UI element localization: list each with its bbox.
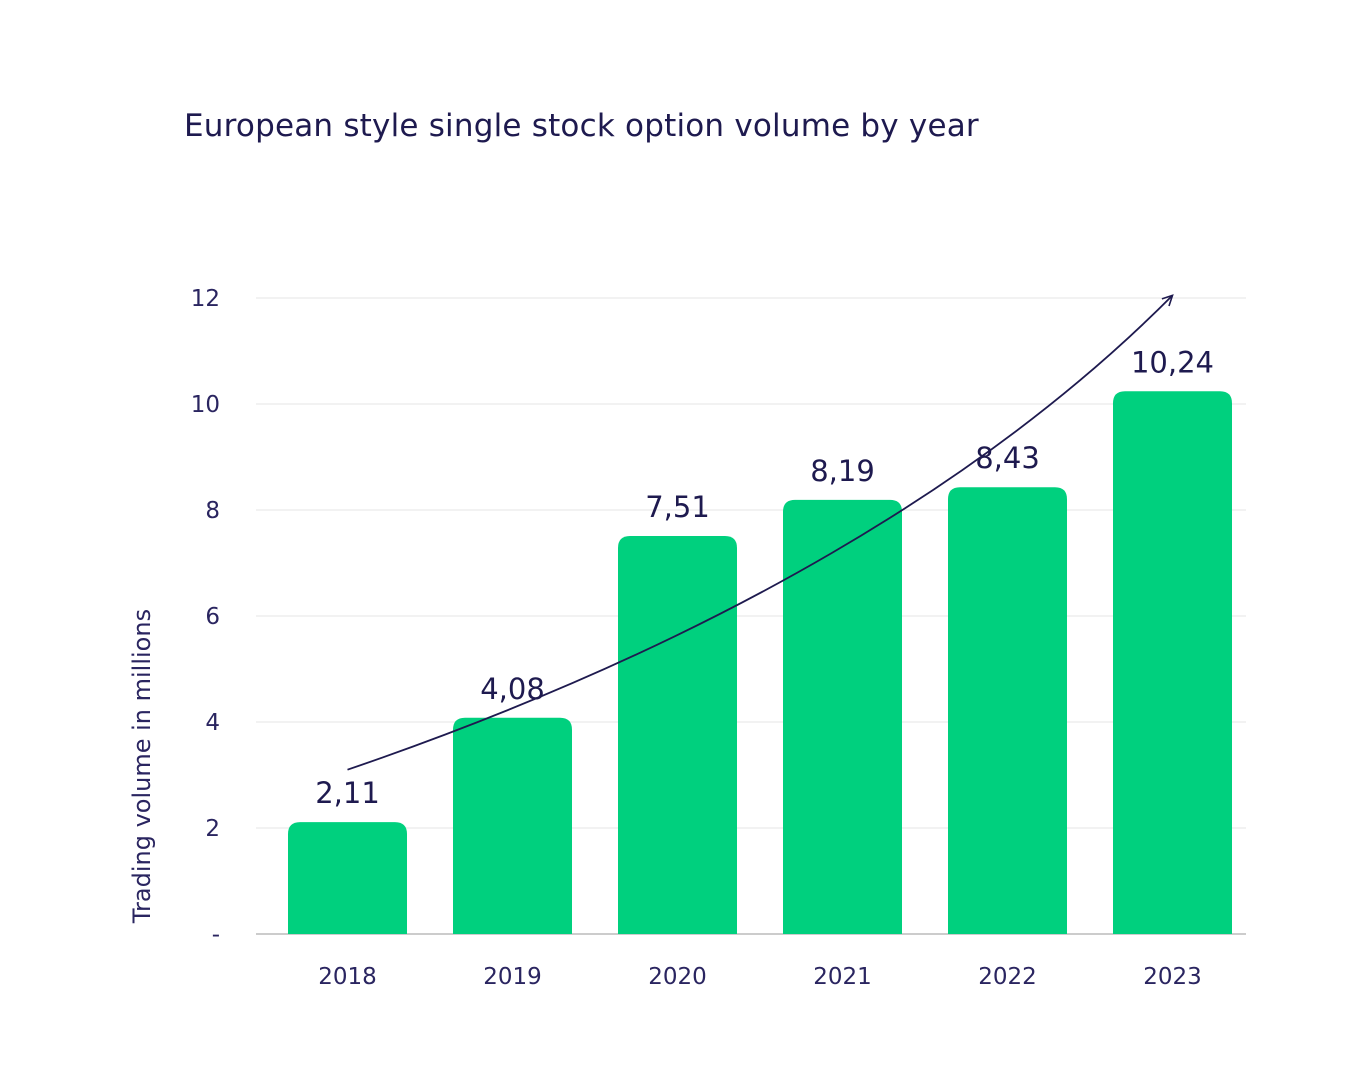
y-tick-label: 4 bbox=[205, 710, 220, 736]
bar-2021 bbox=[783, 499, 902, 934]
x-tick-label-2018: 2018 bbox=[318, 964, 377, 990]
y-tick-label: 12 bbox=[191, 286, 220, 312]
trend-arrow-group bbox=[347, 294, 1174, 771]
bar-2022 bbox=[948, 487, 1067, 934]
data-labels: 2,11 4,08 7,51 8,19 8,43 10,24 bbox=[315, 345, 1214, 810]
x-tick-label-2021: 2021 bbox=[813, 964, 872, 990]
y-tick-label: 6 bbox=[205, 604, 220, 630]
bar-2018 bbox=[288, 822, 407, 934]
x-tick-label-2019: 2019 bbox=[483, 964, 542, 990]
y-tick-label: 8 bbox=[205, 498, 220, 524]
data-label-2019: 4,08 bbox=[480, 672, 545, 706]
bar-2023 bbox=[1113, 391, 1232, 934]
data-label-2020: 7,51 bbox=[645, 490, 710, 524]
y-tick-label: 10 bbox=[191, 392, 220, 418]
data-label-2023: 10,24 bbox=[1131, 345, 1214, 379]
y-axis-title: Trading volume in millions bbox=[128, 609, 156, 924]
y-axis-ticks: - 2 4 6 8 10 12 bbox=[191, 286, 220, 948]
bar-2020 bbox=[618, 535, 737, 934]
x-tick-label-2023: 2023 bbox=[1143, 964, 1202, 990]
trend-arrow bbox=[347, 294, 1174, 771]
x-tick-label-2020: 2020 bbox=[648, 964, 707, 990]
y-tick-label: 2 bbox=[205, 816, 220, 842]
chart-title: European style single stock option volum… bbox=[184, 108, 979, 144]
bar-2019 bbox=[453, 717, 572, 934]
bars bbox=[288, 391, 1232, 934]
data-label-2018: 2,11 bbox=[315, 776, 380, 810]
data-label-2021: 8,19 bbox=[810, 454, 875, 488]
grid-lines bbox=[256, 297, 1246, 935]
x-axis-ticks: 2018 2019 2020 2021 2022 2023 bbox=[318, 964, 1202, 990]
data-label-2022: 8,43 bbox=[975, 441, 1040, 475]
x-tick-label-2022: 2022 bbox=[978, 964, 1037, 990]
y-tick-label: - bbox=[212, 922, 220, 948]
